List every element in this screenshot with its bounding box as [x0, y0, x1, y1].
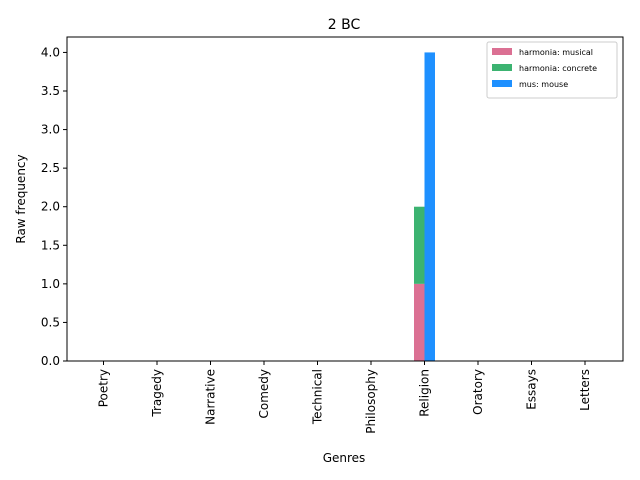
legend-swatch	[492, 64, 512, 71]
chart-title: 2 BC	[328, 17, 361, 33]
x-tick-label: Narrative	[204, 369, 218, 425]
legend-label: harmonia: concrete	[519, 64, 597, 73]
y-tick-label: 0.5	[41, 315, 60, 329]
y-tick-label: 0.0	[41, 354, 60, 368]
x-tick-label: Oratory	[471, 369, 485, 415]
x-axis-label: Genres	[323, 451, 366, 465]
legend-swatch	[492, 48, 512, 55]
legend: harmonia: musical harmonia: concrete mus: …	[486, 41, 618, 99]
bar-harmonia-concrete-religion	[414, 206, 425, 284]
x-tick-label: Letters	[578, 369, 592, 411]
y-tick-label: 3.5	[41, 84, 60, 98]
legend-box	[486, 41, 618, 99]
x-tick-label: Religion	[418, 369, 432, 417]
y-tick-label: 1.0	[41, 277, 60, 291]
x-tick-label: Philosophy	[364, 369, 378, 434]
y-tick-label: 2.5	[41, 161, 60, 175]
x-axis: Poetry Tragedy Narrative Comedy Technical Phi…	[97, 361, 592, 434]
y-tick-label: 4.0	[41, 45, 60, 59]
y-tick-label: 1.5	[41, 238, 60, 252]
plot-frame	[66, 36, 624, 362]
bar-harmonia-musical-religion	[414, 283, 425, 361]
legend-label: mus: mouse	[519, 80, 568, 89]
legend-label: harmonia: musical	[519, 48, 593, 57]
x-tick-label: Tragedy	[150, 369, 164, 418]
legend-swatch	[492, 80, 512, 87]
bar-mus-mouse-religion	[424, 52, 435, 362]
x-tick-label: Technical	[311, 369, 325, 425]
y-tick-label: 2.0	[41, 200, 60, 214]
x-tick-label: Essays	[525, 369, 539, 410]
y-axis-label: Raw frequency	[14, 154, 28, 243]
bars-layer	[414, 52, 435, 362]
x-tick-label: Poetry	[97, 369, 111, 407]
y-tick-label: 3.0	[41, 123, 60, 137]
y-axis: 0.0 0.5 1.0 1.5 2.0 2.5 3.0 3.5 4.0	[41, 45, 67, 368]
x-tick-label: Comedy	[257, 369, 271, 419]
